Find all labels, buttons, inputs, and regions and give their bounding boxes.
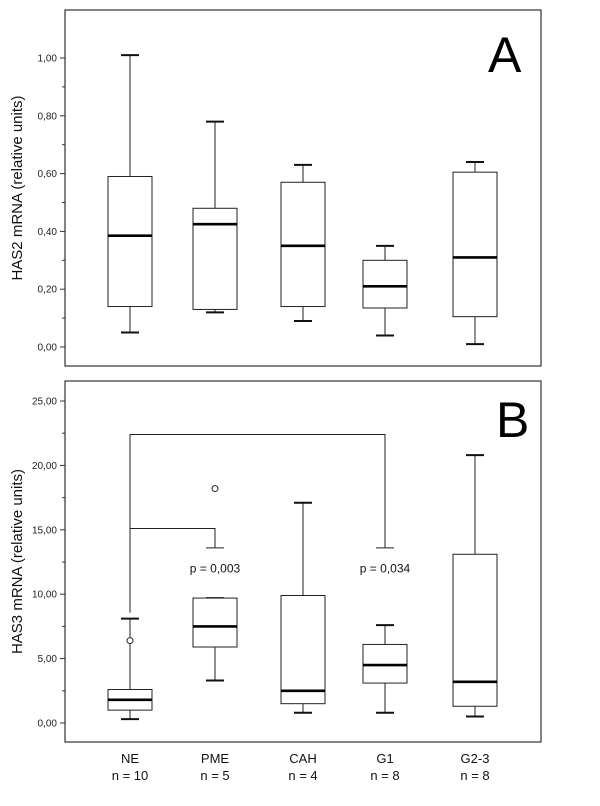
iqr-box xyxy=(107,175,153,308)
category-label: CAH xyxy=(289,751,316,766)
iqr-box xyxy=(280,181,326,308)
category-label: NE xyxy=(121,751,139,766)
plot-frame xyxy=(64,9,542,367)
sample-size-label: n = 8 xyxy=(370,768,399,783)
box-g1 xyxy=(362,244,408,337)
p-value-label: p = 0,003 xyxy=(190,561,241,575)
outlier-point xyxy=(126,637,134,645)
y-tick-label: 15,00 xyxy=(32,525,57,536)
box-g1 xyxy=(362,624,408,714)
x-axis-labels: NE n = 10 PME n = 5 CAH n = 4 G1 n = 8 G2-3 n = 8 xyxy=(112,751,490,783)
category-label: G1 xyxy=(376,751,393,766)
panel-b: 0,00 5,00 10,00 15,00 20,00 25,00 HAS3 mRNA (r… xyxy=(9,380,542,743)
y-axis-label: HAS2 mRNA (relative units) xyxy=(9,95,26,280)
iqr-box xyxy=(452,171,498,318)
y-tick-label: 10,00 xyxy=(32,590,57,601)
box-ne xyxy=(107,54,153,334)
y-tick-label: 5,00 xyxy=(38,654,58,665)
y-tick-label: 20,00 xyxy=(32,461,57,472)
y-tick-label: 0,00 xyxy=(38,343,58,354)
y-tick-label: 1,00 xyxy=(38,54,58,65)
y-tick-label: 0,80 xyxy=(38,111,58,122)
p-value-label: p = 0,034 xyxy=(360,561,411,575)
box-cah xyxy=(280,501,326,714)
y-axis-label: HAS3 mRNA (relative units) xyxy=(9,469,26,654)
iqr-box xyxy=(192,597,238,648)
significance-annotation-2: p = 0,034 xyxy=(129,433,411,613)
sample-size-label: n = 4 xyxy=(288,768,317,783)
category-label: G2-3 xyxy=(461,751,490,766)
box-g2-3 xyxy=(452,454,498,718)
category-label: PME xyxy=(201,751,230,766)
iqr-box xyxy=(280,594,326,705)
panel-a: 0,00 0,20 0,40 0,60 0,80 1,00 HAS2 mRNA (relat… xyxy=(9,9,542,367)
sample-size-label: n = 8 xyxy=(460,768,489,783)
y-tick-label: 25,00 xyxy=(32,397,57,408)
y-tick-label: 0,60 xyxy=(38,169,58,180)
y-tick-label: 0,00 xyxy=(38,719,58,730)
iqr-box xyxy=(362,259,408,309)
box-g2-3 xyxy=(452,161,498,346)
iqr-box xyxy=(452,553,498,707)
significance-bracket xyxy=(129,433,386,613)
box-pme xyxy=(192,120,238,314)
box-cah xyxy=(280,163,326,322)
panel-letter: B xyxy=(496,392,529,448)
y-tick-label: 0,40 xyxy=(38,227,58,238)
y-tick-label: 0,20 xyxy=(38,285,58,296)
box-pme xyxy=(192,485,238,682)
sample-size-label: n = 5 xyxy=(200,768,229,783)
box-ne xyxy=(107,617,153,721)
outlier-point xyxy=(211,485,219,493)
sample-size-label: n = 10 xyxy=(112,768,149,783)
panel-letter: A xyxy=(488,27,522,83)
